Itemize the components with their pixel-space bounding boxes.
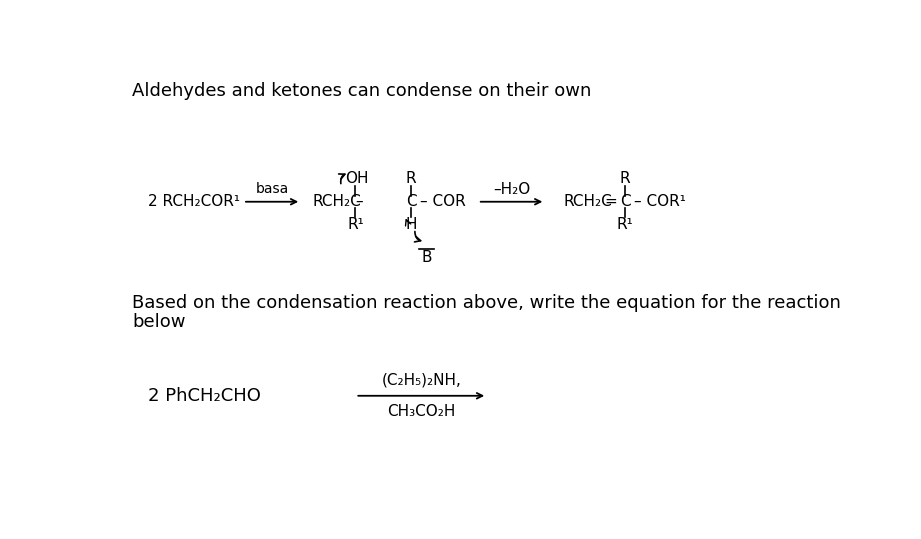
- Text: B: B: [422, 250, 432, 265]
- Text: RCH₂C: RCH₂C: [563, 194, 612, 209]
- Text: basa: basa: [255, 182, 288, 196]
- Text: Based on the condensation reaction above, write the equation for the reaction: Based on the condensation reaction above…: [133, 294, 841, 312]
- Text: (C₂H₅)₂NH,: (C₂H₅)₂NH,: [381, 373, 461, 388]
- Text: H: H: [405, 217, 417, 232]
- Text: below: below: [133, 313, 186, 330]
- Text: –: –: [356, 194, 363, 209]
- Text: C: C: [620, 194, 630, 209]
- Text: CH₃CO₂H: CH₃CO₂H: [387, 404, 456, 419]
- Text: – COR¹: – COR¹: [635, 194, 686, 209]
- Text: 2 RCH₂COR¹: 2 RCH₂COR¹: [147, 194, 239, 209]
- Text: R¹: R¹: [617, 217, 634, 232]
- Text: R: R: [620, 171, 630, 186]
- Text: =: =: [605, 194, 617, 209]
- Text: R: R: [406, 171, 416, 186]
- Text: OH: OH: [345, 171, 368, 186]
- Text: – COR: – COR: [421, 194, 466, 209]
- Text: –H₂O: –H₂O: [493, 182, 530, 197]
- Text: C: C: [406, 194, 416, 209]
- Text: Aldehydes and ketones can condense on their own: Aldehydes and ketones can condense on th…: [133, 81, 591, 100]
- Text: 2 PhCH₂CHO: 2 PhCH₂CHO: [147, 387, 261, 405]
- Text: R¹: R¹: [347, 217, 364, 232]
- Text: RCH₂C: RCH₂C: [313, 194, 362, 209]
